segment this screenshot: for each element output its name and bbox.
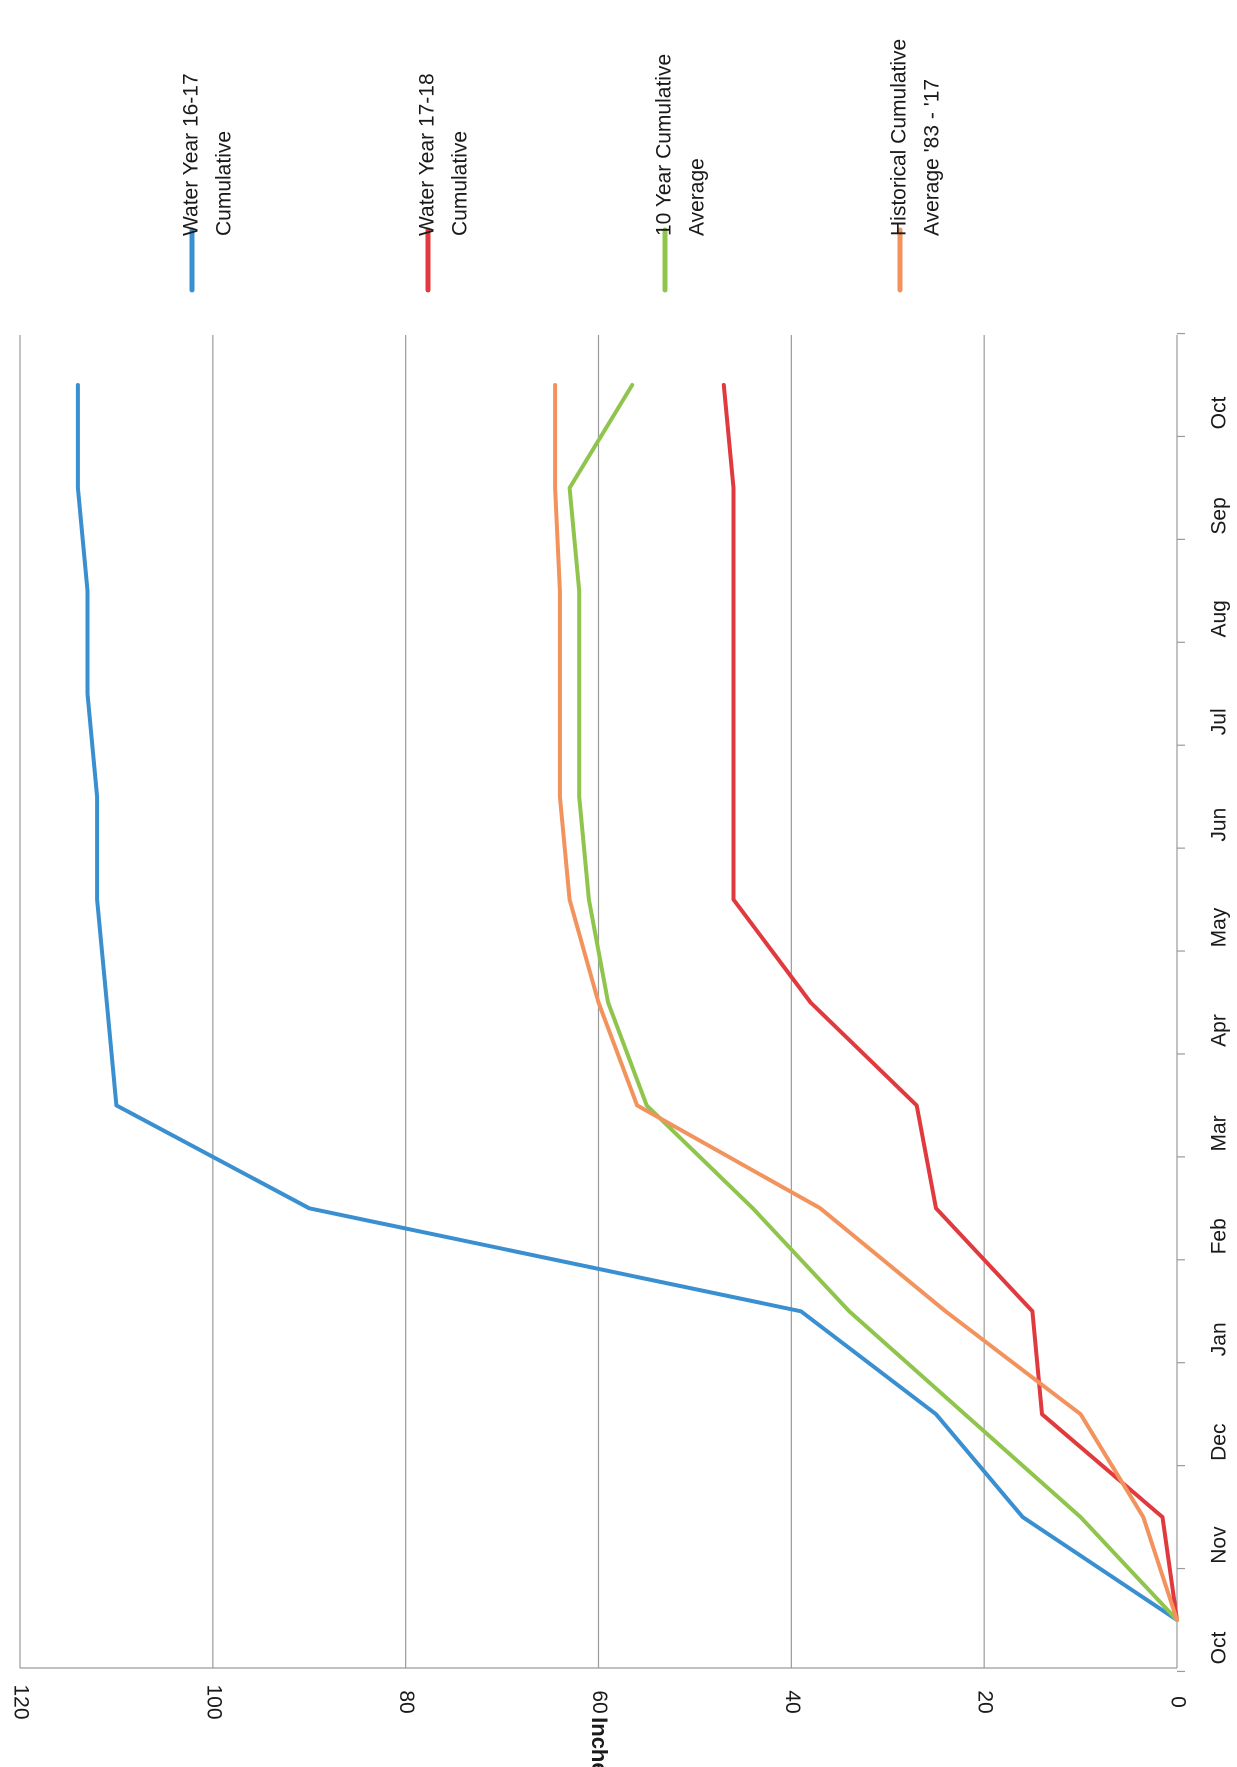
x-tick-label-jun: Jun xyxy=(1208,808,1231,842)
legend-label-line2: Average '83 - '17 xyxy=(921,79,944,236)
series-line-4 xyxy=(553,383,1179,1622)
y-tick-label-40: 40 xyxy=(781,1690,804,1713)
legend-label-line1: Historical Cumulative xyxy=(888,39,911,236)
series-line-3 xyxy=(567,383,1179,1622)
x-tick-label-jul: Jul xyxy=(1208,708,1231,735)
series-line-2 xyxy=(721,383,1179,1622)
y-tick-label-80: 80 xyxy=(395,1690,418,1713)
x-tick-label-feb: Feb xyxy=(1208,1218,1231,1254)
legend-entry-3: 10 Year Cumulative Average xyxy=(653,54,709,293)
series-line-1 xyxy=(75,383,1179,1622)
legend-label-line2: Average xyxy=(686,158,709,236)
x-tick-label-may: May xyxy=(1208,907,1231,947)
legend-entry-4: Historical Cumulative Average '83 - '17 xyxy=(888,39,944,293)
axes xyxy=(20,332,1185,1673)
y-axis-title: Inches xyxy=(587,1717,612,1767)
x-tick-label-jan: Jan xyxy=(1208,1322,1231,1356)
y-tick-label-120: 120 xyxy=(9,1684,32,1719)
x-tick-label-oct: Oct xyxy=(1208,397,1231,430)
gridlines xyxy=(19,335,1178,1668)
y-tick-label-20: 20 xyxy=(974,1690,997,1713)
y-tick-label-60: 60 xyxy=(588,1690,611,1713)
legend-label-line2: Cumulative xyxy=(449,131,472,236)
legend-label-line1: 10 Year Cumulative xyxy=(653,54,676,236)
x-tick-label-mar: Mar xyxy=(1208,1115,1231,1151)
x-tick-label-oct: Oct xyxy=(1208,1632,1231,1665)
x-tick-label-aug: Aug xyxy=(1208,600,1231,637)
x-tick-label-nov: Nov xyxy=(1208,1526,1231,1564)
legend-entry-1: Water Year 16-17 Cumulative xyxy=(180,73,236,293)
legend-label-line2: Cumulative xyxy=(213,131,236,236)
legend-entry-2: Water Year 17-18 Cumulative xyxy=(416,73,472,293)
legend-label-line1: Water Year 17-18 xyxy=(416,73,439,236)
tick-labels: 0 20 40 60 80 100 120 Inches Oct Nov Dec Jan Feb Mar A… xyxy=(9,397,1230,1767)
y-tick-label-0: 0 xyxy=(1166,1696,1189,1708)
x-tick-label-dec: Dec xyxy=(1208,1423,1231,1460)
y-tick-label-100: 100 xyxy=(202,1684,225,1719)
legend-label-line1: Water Year 16-17 xyxy=(180,73,203,236)
x-tick-label-apr: Apr xyxy=(1208,1014,1231,1047)
legend: Water Year 16-17 Cumulative Water Year 17-… xyxy=(180,39,944,293)
series-lines xyxy=(75,383,1179,1622)
x-tick-label-sep: Sep xyxy=(1208,497,1231,534)
